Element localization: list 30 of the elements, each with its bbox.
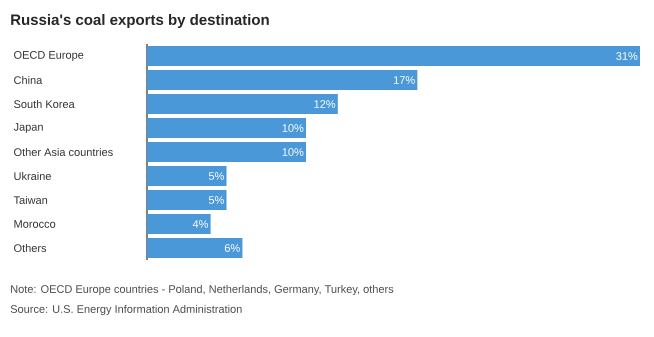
y-tick-label: Ukraine xyxy=(14,172,51,180)
bar xyxy=(147,166,227,186)
y-tick-label: Taiwan xyxy=(14,196,48,204)
data-label: 6% xyxy=(224,244,240,252)
y-tick-label: Japan xyxy=(14,123,43,133)
y-tick-label: Morocco xyxy=(14,220,56,228)
data-label: 5% xyxy=(208,196,224,204)
text: Note: OECD Europe countries - Poland, Netherlands, Germany, Turkey, others xyxy=(11,284,394,296)
y-tick-label: Other Asia countries xyxy=(14,148,113,156)
bar xyxy=(147,190,227,210)
chart-title: Russia's coal exports by destination xyxy=(11,14,269,28)
bar xyxy=(147,142,306,162)
data-label: 31% xyxy=(616,52,638,60)
data-label: 10% xyxy=(282,124,304,132)
data-label: 5% xyxy=(208,172,224,180)
bar xyxy=(147,214,211,234)
data-label: 10% xyxy=(282,148,304,156)
bar xyxy=(147,46,640,66)
data-label: 4% xyxy=(192,220,208,228)
bar xyxy=(147,118,306,138)
data-label: 12% xyxy=(314,100,336,108)
y-tick-label: Others xyxy=(14,244,46,252)
y-tick-label: OECD Europe xyxy=(14,51,84,61)
bar xyxy=(147,94,338,114)
data-label: 17% xyxy=(394,76,415,84)
bar xyxy=(147,238,242,258)
source-note: Source: U.S. Energy Information Administration xyxy=(10,304,242,316)
y-tick-label: South Korea xyxy=(14,100,75,108)
y-tick-label: China xyxy=(14,76,42,84)
bar xyxy=(147,70,418,90)
